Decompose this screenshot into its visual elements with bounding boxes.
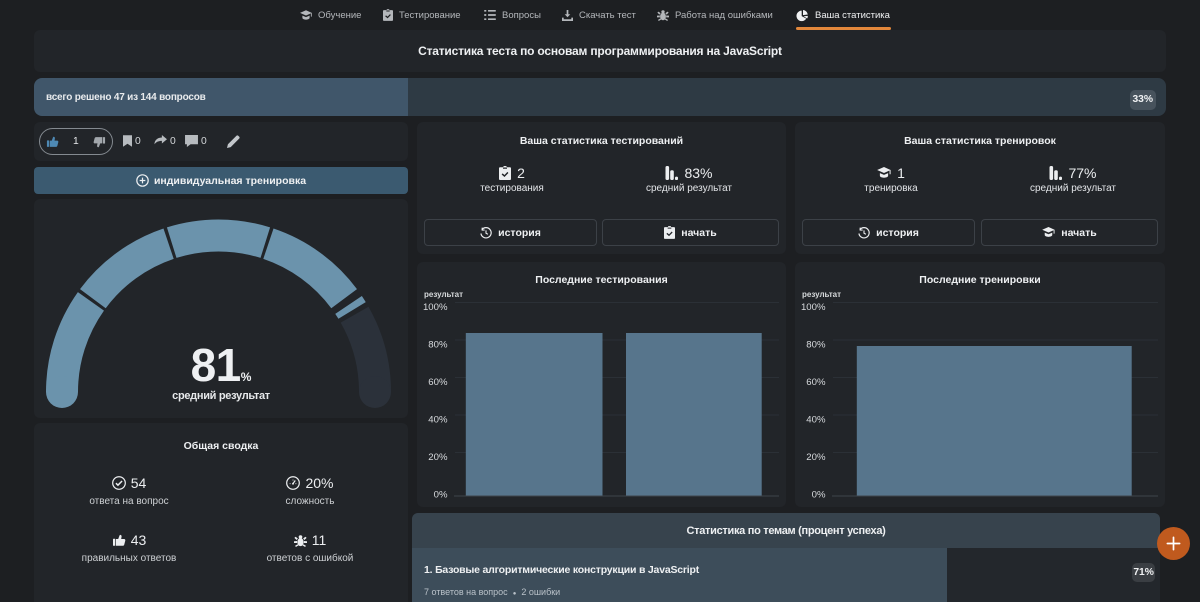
svg-text:100%: 100% (801, 302, 826, 313)
svg-text:40%: 40% (806, 415, 826, 426)
svg-text:0%: 0% (434, 490, 448, 501)
svg-text:60%: 60% (806, 377, 826, 388)
svg-text:0%: 0% (812, 490, 826, 501)
svg-text:80%: 80% (428, 340, 448, 351)
svg-text:100%: 100% (423, 302, 448, 313)
svg-text:20%: 20% (428, 452, 448, 463)
svg-text:20%: 20% (806, 452, 826, 463)
svg-text:40%: 40% (428, 415, 448, 426)
svg-text:80%: 80% (806, 340, 826, 351)
svg-text:60%: 60% (428, 377, 448, 388)
